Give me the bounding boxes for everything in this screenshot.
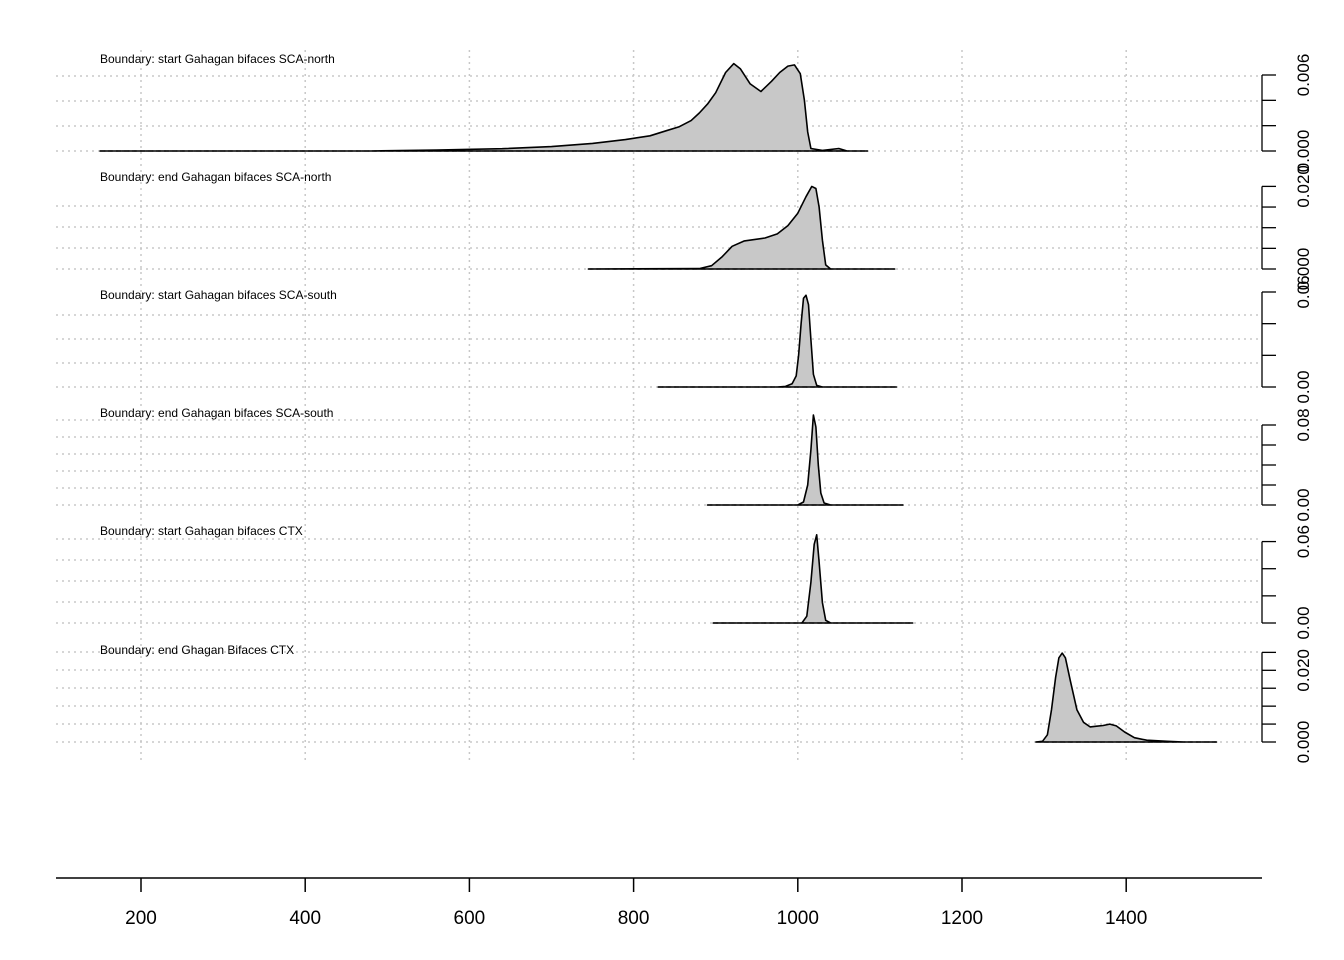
y-tick-label: 0.06 (1294, 275, 1313, 308)
y-tick-label: 0.006 (1294, 54, 1313, 97)
density-panel: Boundary: start Gahagan bifaces SCA-nort… (56, 52, 1313, 172)
density-panel: Boundary: end Gahagan bifaces SCA-south 0… (56, 406, 1313, 522)
density-panel: Boundary: end Gahagan bifaces SCA-north 0… (56, 165, 1313, 290)
grid (140, 50, 1127, 760)
density-area (587, 185, 896, 270)
panel-title: Boundary: start Gahagan bifaces SCA-sout… (100, 288, 337, 302)
density-panel: Boundary: start Gahagan bifaces SCA-sout… (56, 275, 1313, 404)
panel-title: Boundary: end Gahagan bifaces SCA-north (100, 170, 331, 184)
x-tick-label: 1400 (1105, 908, 1147, 929)
density-panel: Boundary: start Gahagan bifaces CTX 0.00 0… (56, 524, 1313, 640)
y-tick-label: 0.000 (1294, 248, 1313, 291)
x-tick-label: 1000 (777, 908, 819, 929)
density-panel: Boundary: end Ghagan Bifaces CTX 0.000 0.0… (56, 643, 1313, 763)
x-tick-label: 800 (618, 908, 650, 929)
density-area (1035, 652, 1218, 743)
panels: Boundary: start Gahagan bifaces SCA-nort… (56, 52, 1313, 763)
density-area (99, 62, 869, 152)
x-axis: 200 400 600 800 1000 1200 1400 (56, 877, 1262, 929)
x-tick-label: 1200 (941, 908, 983, 929)
density-area (706, 414, 904, 506)
panel-title: Boundary: end Gahagan bifaces SCA-south (100, 406, 333, 420)
y-tick-label: 0.020 (1294, 165, 1313, 208)
x-tick-label: 200 (125, 908, 157, 929)
panel-title: Boundary: end Ghagan Bifaces CTX (100, 643, 294, 657)
panel-title: Boundary: start Gahagan bifaces SCA-nort… (100, 52, 335, 66)
density-area (657, 294, 898, 388)
y-tick-label: 0.00 (1294, 488, 1313, 521)
density-area (712, 534, 914, 624)
y-tick-label: 0.06 (1294, 525, 1313, 558)
y-tick-label: 0.020 (1294, 649, 1313, 692)
y-tick-label: 0.000 (1294, 130, 1313, 173)
y-tick-label: 0.08 (1294, 408, 1313, 441)
x-tick-label: 400 (289, 908, 321, 929)
x-tick-label: 600 (454, 908, 486, 929)
y-tick-label: 0.000 (1294, 721, 1313, 764)
panel-title: Boundary: start Gahagan bifaces CTX (100, 524, 303, 538)
y-tick-label: 0.00 (1294, 606, 1313, 639)
y-tick-label: 0.00 (1294, 370, 1313, 403)
